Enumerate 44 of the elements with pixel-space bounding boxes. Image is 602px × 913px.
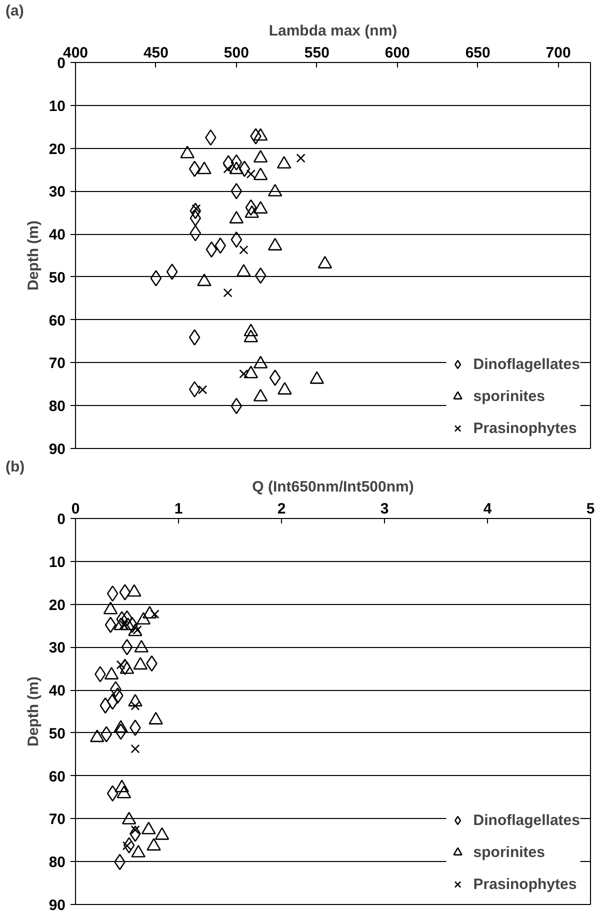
legend-label: Prasinophytes bbox=[473, 876, 577, 892]
text: (b) bbox=[6, 458, 25, 476]
x-tick-label: 5 bbox=[586, 500, 595, 518]
y-tick-label: 90 bbox=[48, 897, 66, 913]
x-tick-label: 450 bbox=[143, 44, 168, 62]
y-tick-label: 20 bbox=[48, 596, 66, 614]
legend-label: Dinoflagellates bbox=[473, 812, 580, 828]
x-tick-label: 1 bbox=[174, 500, 183, 518]
x-tick-label: 3 bbox=[380, 500, 389, 518]
y-tick-label: 10 bbox=[48, 554, 66, 571]
y-tick-label: 0 bbox=[57, 55, 66, 72]
legend-label: Dinoflagellates bbox=[473, 356, 580, 372]
legend-label: sporinites bbox=[473, 388, 545, 404]
y-tick-label: 90 bbox=[48, 441, 66, 458]
x-tick-label: 600 bbox=[384, 44, 410, 62]
x-tick-label: 650 bbox=[465, 44, 490, 62]
y-tick-label: 40 bbox=[48, 682, 66, 700]
y-tick-label: 30 bbox=[48, 640, 66, 657]
text: (a) bbox=[6, 2, 24, 20]
y-axis-title: Depth (m) bbox=[24, 676, 42, 746]
y-tick-label: 50 bbox=[48, 269, 66, 286]
y-tick-label: 20 bbox=[48, 140, 66, 158]
y-tick-label: 50 bbox=[48, 725, 66, 742]
y-tick-label: 80 bbox=[48, 854, 66, 872]
x-axis-title: Lambda max (nm) bbox=[268, 22, 398, 40]
legend-label: Prasinophytes bbox=[473, 420, 577, 436]
y-tick-label: 70 bbox=[48, 355, 66, 372]
legend-label: sporinites bbox=[473, 844, 545, 860]
x-tick-label: 700 bbox=[546, 44, 571, 62]
x-tick-label: 0 bbox=[71, 500, 80, 518]
y-tick-label: 40 bbox=[48, 226, 66, 244]
y-tick-label: 30 bbox=[48, 184, 66, 201]
y-tick-label: 60 bbox=[48, 768, 66, 786]
y-tick-label: 0 bbox=[57, 511, 66, 528]
x-tick-label: 500 bbox=[224, 44, 249, 62]
y-tick-label: 10 bbox=[48, 98, 66, 115]
y-tick-label: 70 bbox=[48, 811, 66, 828]
x-axis-title: Q (Int650nm/Int500nm) bbox=[252, 478, 414, 496]
x-tick-label: 550 bbox=[304, 44, 330, 62]
y-tick-label: 80 bbox=[48, 398, 66, 416]
x-tick-label: 4 bbox=[483, 500, 492, 518]
y-axis-title: Depth (m) bbox=[24, 220, 42, 290]
y-tick-label: 60 bbox=[48, 312, 66, 330]
x-tick-label: 2 bbox=[277, 500, 286, 518]
